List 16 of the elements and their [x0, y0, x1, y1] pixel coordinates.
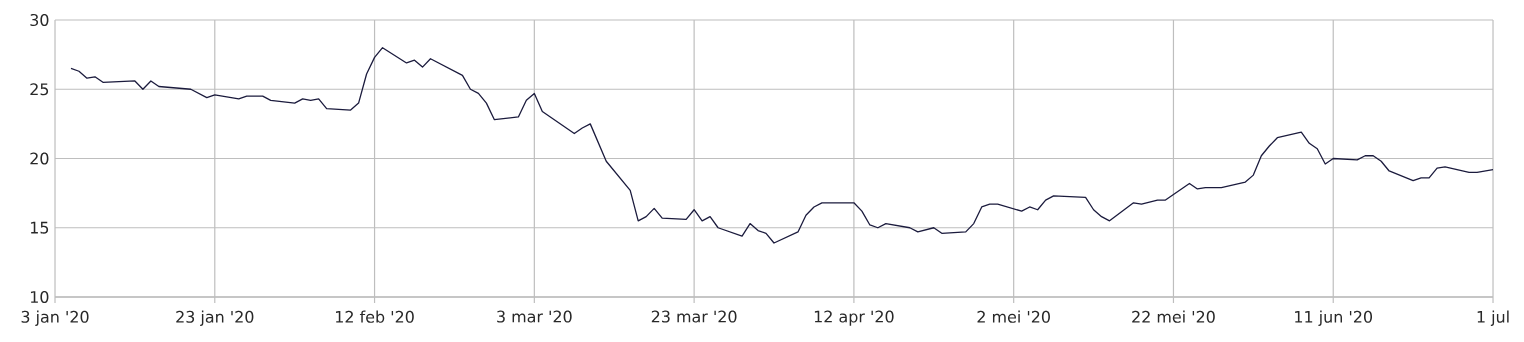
x-tick-label: 3 mar '20	[497, 310, 572, 323]
y-tick-label: 20	[30, 152, 49, 165]
y-tick-label: 15	[30, 221, 49, 234]
x-tick-label: 12 apr '20	[814, 310, 894, 326]
x-tick-label: 11 jun '20	[1295, 310, 1373, 326]
x-tick-label: 2 mei '20	[977, 310, 1050, 323]
x-tick-label: 23 jan '20	[176, 310, 254, 326]
y-tick-label: 25	[30, 83, 49, 96]
line-series	[70, 47, 1494, 244]
y-tick-label: 10	[30, 290, 49, 304]
x-tick-label: 23 mar '20	[651, 310, 737, 323]
x-tick-label: 22 mei '20	[1132, 310, 1215, 323]
y-tick-label: 30	[30, 13, 49, 27]
x-tick-label: 12 feb '20	[336, 310, 414, 323]
x-tick-label: 3 jan '20	[21, 310, 89, 326]
x-tick-label: 1 jul	[1477, 310, 1509, 326]
